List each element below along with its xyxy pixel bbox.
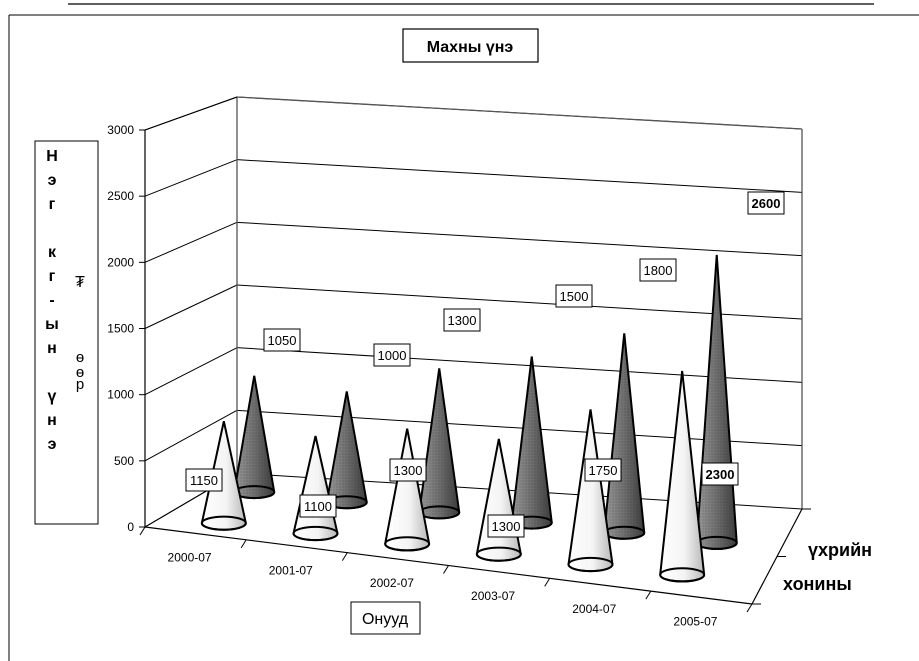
gridline [144,347,238,396]
svg-text:1300: 1300 [492,519,521,534]
x-tick [240,539,247,549]
svg-text:1100: 1100 [304,499,332,514]
svg-text:1750: 1750 [589,463,618,478]
x-tick-label: 2001-07 [269,563,313,577]
x-axis-label-box [350,601,421,635]
cone-back [695,254,738,550]
x-tick [645,590,652,600]
gridline [144,284,238,329]
y-axis-unit-label: ₮ өөр [75,274,85,393]
x-tick [544,578,551,587]
x-tick-label: 2000-07 [168,550,212,564]
svg-text:э: э [48,436,57,453]
data-label: 2300 [701,462,739,486]
y-axis-label-box [34,140,99,525]
title-box [402,28,539,63]
cone-front [384,428,431,552]
x-axis-label: Онууд [362,611,409,628]
side-wall-top [144,96,238,131]
data-label: 1100 [299,494,337,518]
svg-text:1050: 1050 [268,333,297,348]
svg-text:1300: 1300 [394,463,423,478]
svg-text:1500: 1500 [560,289,589,304]
svg-text:г: г [49,268,56,285]
cone-back [510,356,553,530]
svg-text:ү: ү [48,388,57,405]
svg-text:1000: 1000 [378,348,407,363]
svg-text:₮: ₮ [75,274,85,291]
svg-text:1150: 1150 [190,473,218,488]
gridline [144,409,238,462]
x-ticks: 2000-07 2001-07 2002-07 2003-07 2004-07 2005-… [139,508,811,629]
svg-text:-: - [49,292,54,309]
data-labels: 1150 1100 1300 1300 1750 2300 1050 1000 1300 1500… [185,191,785,538]
gridline [236,284,803,320]
svg-text:н: н [47,412,57,429]
x-tick-label: 2005-07 [673,615,717,629]
svg-text:г: г [49,196,56,213]
x-tick [443,565,449,574]
series-label: хонины [783,574,852,594]
data-label: 1800 [639,258,677,282]
gridlines [144,96,803,462]
series-labels: үхрийн хонины [783,540,872,594]
y-ticks: 0 500 1000 1500 2000 2500 3000 [107,123,145,534]
gridline [236,221,803,257]
cone-back [233,375,276,500]
series-label: үхрийн [808,540,872,560]
x-tick [139,526,146,536]
x-tick-label: 2003-07 [471,589,515,603]
svg-text:Н: Н [46,148,58,165]
x-tick-label: 2004-07 [572,602,616,616]
cone-front [567,409,614,573]
y-tick-label: 1500 [107,322,134,336]
svg-text:н: н [47,340,57,357]
svg-text:ы: ы [45,316,59,333]
x-tick [746,603,753,613]
svg-text:2300: 2300 [706,467,735,482]
back-wall-top [236,96,803,130]
gridline [144,159,238,197]
data-label: 1750 [584,458,622,482]
data-label: 1300 [487,514,525,538]
svg-text:ө: ө [76,364,84,381]
y-tick-label: 0 [127,520,134,534]
data-label: 1150 [185,468,223,492]
svg-text:р: р [76,376,84,393]
y-tick-label: 1000 [107,388,134,402]
svg-text:1800: 1800 [644,263,673,278]
data-label: 2600 [747,191,785,215]
data-label: 1500 [555,284,593,308]
svg-text:ө: ө [76,349,84,366]
chart-title: Махны үнэ [427,39,514,56]
cone-back [603,333,646,540]
svg-text:2600: 2600 [752,196,781,211]
data-label: 1000 [373,343,411,367]
cone-front [659,370,706,583]
gridline [144,221,238,263]
y-tick-label: 2500 [107,189,134,203]
gridline [236,159,803,193]
y-tick-label: 3000 [107,123,134,137]
cone-front [200,421,247,531]
svg-text:э: э [48,172,57,189]
data-label: 1300 [389,458,427,482]
cones [200,254,738,583]
data-label: 1300 [443,308,481,332]
svg-text:к: к [48,244,57,261]
y-tick-label: 500 [114,454,134,468]
svg-text:1300: 1300 [448,313,477,328]
y-tick-label: 2000 [107,255,134,269]
data-label: 1050 [263,328,301,352]
cone-back [418,368,461,520]
x-tick-label: 2002-07 [370,576,414,590]
cone-back [325,391,368,510]
x-tick [341,552,348,561]
